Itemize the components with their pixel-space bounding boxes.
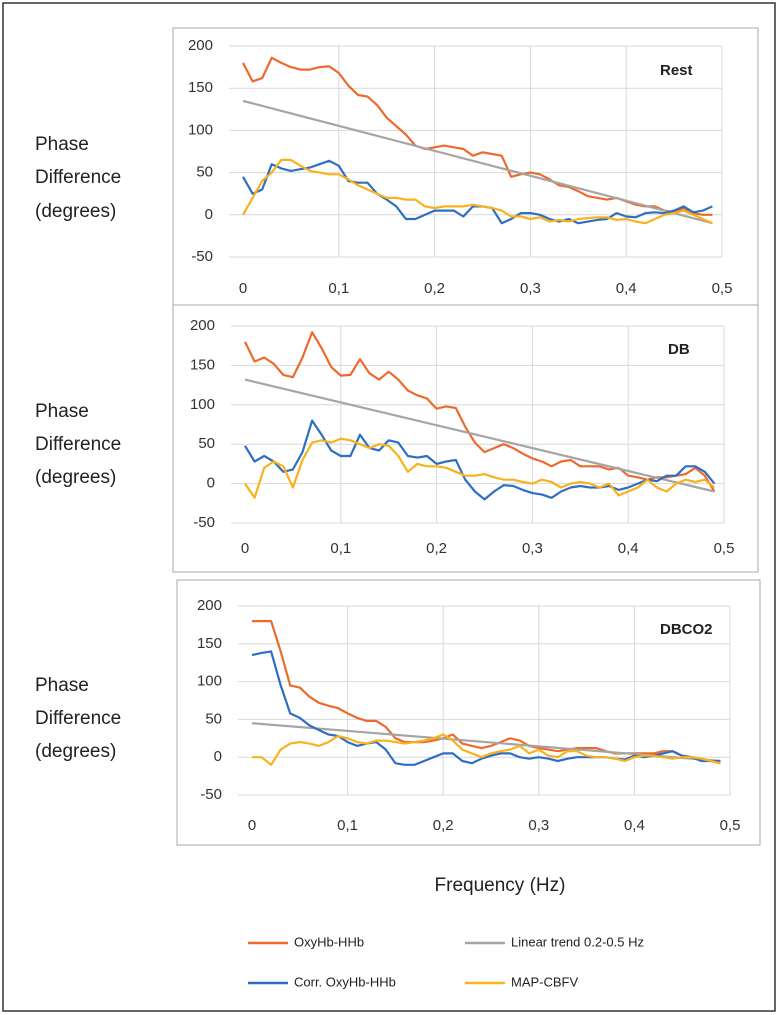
series-line <box>242 56 713 216</box>
y-tick-label: 200 <box>188 37 213 54</box>
y-tick-label: 100 <box>190 396 215 413</box>
x-tick-label: 0,1 <box>337 817 358 834</box>
y-tick-label: -50 <box>193 514 215 531</box>
x-axis-label: Frequency (Hz) <box>435 875 566 896</box>
x-tick-label: 0,4 <box>624 817 645 834</box>
x-tick-label: 0,2 <box>433 817 454 834</box>
x-tick-label: 0,2 <box>424 280 445 297</box>
series-line <box>244 331 716 493</box>
series-line <box>242 158 713 225</box>
y-tick-label: 200 <box>197 597 222 614</box>
y-tick-label: 0 <box>205 206 213 223</box>
series-line <box>242 99 713 225</box>
y-tick-label: 50 <box>198 435 215 452</box>
x-tick-label: 0,3 <box>520 280 541 297</box>
series-line <box>242 159 713 225</box>
x-tick-label: 0,5 <box>714 540 735 557</box>
series-line <box>251 722 721 763</box>
y-tick-label: 0 <box>207 475 215 492</box>
y-axis-label: Phase <box>35 401 89 422</box>
y-axis-label: (degrees) <box>35 467 116 488</box>
panel-border <box>172 304 759 573</box>
y-tick-label: 150 <box>197 635 222 652</box>
y-axis-label: Difference <box>35 167 121 188</box>
legend-label: MAP-CBFV <box>511 974 579 989</box>
y-axis-label: Difference <box>35 434 121 455</box>
y-axis-label: (degrees) <box>35 201 116 222</box>
y-tick-label: 150 <box>190 356 215 373</box>
panel-title: Rest <box>660 62 693 79</box>
y-tick-label: -50 <box>191 248 213 265</box>
x-tick-label: 0 <box>248 817 256 834</box>
x-tick-label: 0 <box>239 280 247 297</box>
x-tick-label: 0,4 <box>616 280 637 297</box>
series-line <box>252 620 721 765</box>
x-tick-label: 0,1 <box>328 280 349 297</box>
y-tick-label: 200 <box>190 317 215 334</box>
panel-border <box>176 579 761 846</box>
y-tick-label: 0 <box>214 748 222 765</box>
legend-label: Linear trend 0.2-0.5 Hz <box>511 934 644 949</box>
legend-label: Corr. OxyHb-HHb <box>294 974 396 989</box>
y-tick-label: -50 <box>200 786 222 803</box>
y-tick-label: 50 <box>205 710 222 727</box>
x-tick-label: 0,1 <box>330 540 351 557</box>
x-tick-label: 0 <box>241 540 249 557</box>
panel-title: DB <box>668 341 690 358</box>
series-line <box>244 419 716 501</box>
panel-title: DBCO2 <box>660 621 713 638</box>
x-tick-label: 0,4 <box>618 540 639 557</box>
y-axis-label: (degrees) <box>35 741 116 762</box>
y-axis-label: Phase <box>35 134 89 155</box>
x-tick-label: 0,5 <box>720 817 741 834</box>
series-line <box>244 437 716 499</box>
y-axis-label: Phase <box>35 675 89 696</box>
y-tick-label: 100 <box>197 673 222 690</box>
y-tick-label: 150 <box>188 79 213 96</box>
x-tick-label: 0,3 <box>522 540 543 557</box>
y-tick-label: 50 <box>196 164 213 181</box>
y-tick-label: 100 <box>188 121 213 138</box>
series-line <box>252 733 721 766</box>
legend-label: OxyHb-HHb <box>294 934 364 949</box>
x-tick-label: 0,3 <box>528 817 549 834</box>
x-tick-label: 0,2 <box>426 540 447 557</box>
x-tick-label: 0,5 <box>712 280 733 297</box>
series-line <box>244 378 715 493</box>
y-axis-label: Difference <box>35 708 121 729</box>
